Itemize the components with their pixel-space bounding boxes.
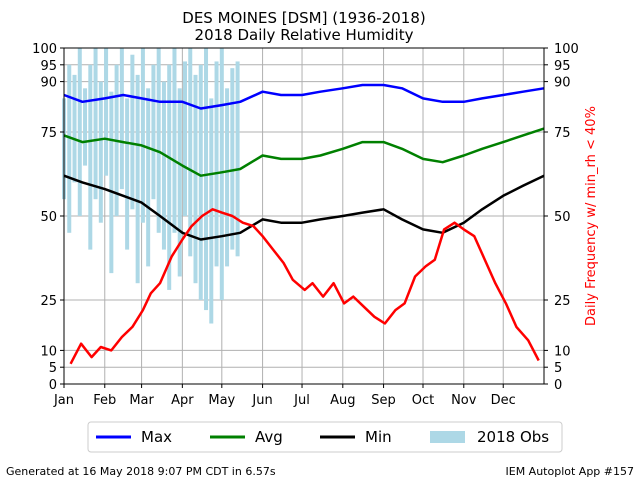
obs-bar [219, 48, 224, 300]
right-axis-label: Daily Frequency w/ min_rh < 40% [584, 106, 599, 326]
obs-bar [151, 64, 156, 200]
y-axis-ticks: 0 0 5 5 10 10 25 25 50 50 75 75 90 90 95 95 100 100 [32, 42, 579, 393]
obs-bar [77, 48, 82, 216]
footer-generated: Generated at 16 May 2018 9:07 PM CDT in … [6, 465, 276, 478]
obs-bar [161, 81, 166, 250]
chart-title: DES MOINES [DSM] (1936-2018) [182, 9, 425, 27]
obs-bar [67, 64, 72, 233]
x-tick-label: Dec [491, 393, 516, 408]
obs-bar [83, 88, 88, 166]
obs-bar [72, 74, 77, 183]
legend-swatch-obs [430, 431, 465, 443]
legend: Max Avg Min 2018 Obs [87, 421, 563, 453]
obs-bar [93, 48, 98, 200]
series-line-min [63, 174, 545, 241]
obs-bar [198, 64, 203, 300]
obs-bar [235, 61, 240, 257]
y-tick-label-right: 5 [554, 361, 562, 376]
legend-label-avg: Avg [255, 428, 283, 446]
x-tick-label: Jan [53, 393, 74, 408]
chart-subtitle: 2018 Daily Relative Humidity [195, 26, 414, 44]
y-tick-label-right: 75 [554, 126, 571, 141]
x-tick-label: Aug [330, 393, 355, 408]
series-line-frequency [69, 208, 540, 365]
y-tick-label-left: 0 [49, 378, 57, 393]
obs-bar [177, 88, 182, 277]
obs-bar [135, 74, 140, 284]
y-tick-label-right: 90 [554, 76, 571, 91]
obs-bar [156, 48, 161, 233]
y-tick-label-right: 100 [554, 42, 579, 57]
x-tick-label: Jun [251, 393, 272, 408]
obs-bar [193, 74, 198, 284]
obs-bar [98, 81, 103, 223]
obs-bar [130, 54, 135, 210]
legend-label-min: Min [365, 428, 392, 446]
y-tick-label-right: 10 [554, 344, 571, 359]
x-tick-label: Mar [129, 393, 154, 408]
x-tick-label: Apr [171, 393, 194, 408]
legend-label-obs: 2018 Obs [477, 428, 549, 446]
series-line-avg [63, 127, 545, 177]
y-tick-label-right: 95 [554, 59, 571, 74]
y-tick-label-left: 75 [40, 126, 57, 141]
legend-label-max: Max [141, 428, 172, 446]
obs-bar [188, 48, 193, 257]
obs-bar [172, 48, 177, 233]
obs-bar [88, 64, 93, 250]
footer-app: IEM Autoplot App #157 [506, 465, 635, 478]
x-tick-label: May [208, 393, 235, 408]
y-tick-label-left: 10 [40, 344, 57, 359]
x-axis-ticks: Jan Feb Mar Apr May Jun Jul Aug Sep Oct Nov Dec [53, 384, 516, 408]
obs-bar [104, 48, 109, 176]
obs-bar [146, 88, 151, 267]
obs-bar [119, 48, 124, 190]
y-tick-label-right: 50 [554, 210, 571, 225]
series-lines [63, 83, 545, 365]
x-tick-label: Feb [93, 393, 116, 408]
y-tick-label-right: 0 [554, 378, 562, 393]
obs-bar [140, 48, 145, 223]
y-tick-label-left: 95 [40, 59, 57, 74]
obs-bar [182, 61, 187, 216]
obs-bar [204, 48, 209, 311]
obs-bar [109, 91, 114, 274]
x-tick-label: Jul [293, 393, 310, 408]
y-tick-label-left: 25 [40, 294, 57, 309]
obs-bar [225, 88, 230, 267]
obs-bar [167, 64, 172, 290]
obs-bar [214, 61, 219, 267]
x-tick-label: Sep [371, 393, 396, 408]
series-line-max [63, 83, 545, 110]
y-tick-label-right: 25 [554, 294, 571, 309]
obs-bars [62, 48, 240, 324]
y-tick-label-left: 50 [40, 210, 57, 225]
y-tick-label-left: 5 [49, 361, 57, 376]
y-tick-label-left: 90 [40, 76, 57, 91]
obs-bar [230, 68, 235, 250]
y-tick-label-left: 100 [32, 42, 57, 57]
x-tick-label: Nov [451, 393, 477, 408]
x-tick-label: Oct [412, 393, 434, 408]
obs-bar [125, 98, 130, 250]
